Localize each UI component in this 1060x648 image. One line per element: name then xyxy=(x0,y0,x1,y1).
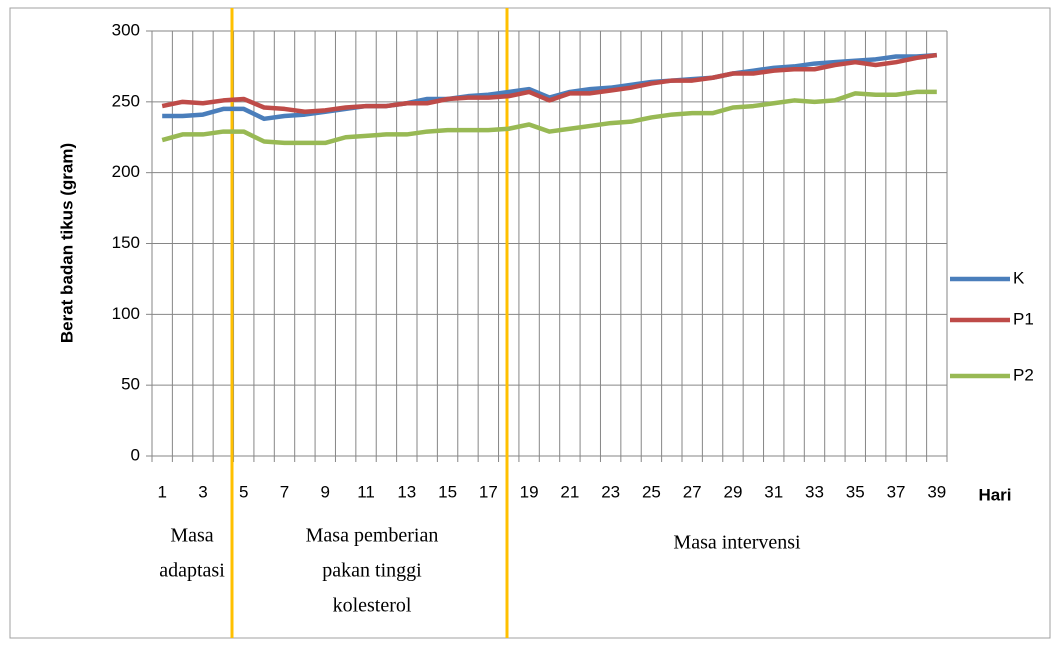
x-tick-label: 31 xyxy=(764,482,783,501)
y-tick-label: 300 xyxy=(112,20,140,39)
x-tick-label: 11 xyxy=(357,482,375,501)
series-line xyxy=(161,89,937,146)
legend-label: P2 xyxy=(1013,365,1034,384)
phase-label: Masa xyxy=(170,525,213,547)
phase-label: pakan tinggi xyxy=(322,560,422,582)
y-tick-label: 100 xyxy=(112,304,140,323)
x-tick-label: 37 xyxy=(887,482,906,501)
x-tick-label: 19 xyxy=(520,482,539,501)
chart-border xyxy=(9,7,1051,639)
x-tick-label: 15 xyxy=(438,482,457,501)
x-tick-label: 39 xyxy=(927,482,946,501)
x-tick-label: 3 xyxy=(198,482,207,501)
series-line xyxy=(162,52,937,122)
series-line xyxy=(161,52,938,114)
y-tick-label: 250 xyxy=(112,91,140,110)
y-tick-label: 50 xyxy=(121,375,140,394)
x-tick-label: 1 xyxy=(157,482,166,501)
x-tick-label: 5 xyxy=(239,482,248,501)
x-tick-label: 33 xyxy=(805,482,824,501)
x-tick-label: 17 xyxy=(479,482,498,501)
x-tick-label: 9 xyxy=(321,482,330,501)
y-tick-label: 200 xyxy=(112,162,140,181)
x-tick-label: 13 xyxy=(397,482,416,501)
x-tick-label: 25 xyxy=(642,482,661,501)
x-tick-label: 23 xyxy=(601,482,620,501)
x-tick-label: 29 xyxy=(724,482,743,501)
x-tick-label: 21 xyxy=(560,482,579,501)
y-axis-label: Berat badan tikus (gram) xyxy=(57,143,76,343)
y-tick-label: 0 xyxy=(131,445,140,464)
legend-label: K xyxy=(1013,268,1025,287)
phase-label: Masa pemberian xyxy=(306,525,439,547)
legend-label: P1 xyxy=(1013,309,1034,328)
x-axis-label: Hari xyxy=(978,485,1011,504)
phase-label: kolesterol xyxy=(333,595,412,617)
phase-label: Masa intervensi xyxy=(673,532,801,554)
phase-label: adaptasi xyxy=(159,560,225,582)
x-tick-label: 27 xyxy=(683,482,702,501)
x-tick-label: 7 xyxy=(280,482,289,501)
y-tick-label: 150 xyxy=(112,233,140,252)
x-tick-label: 35 xyxy=(846,482,865,501)
